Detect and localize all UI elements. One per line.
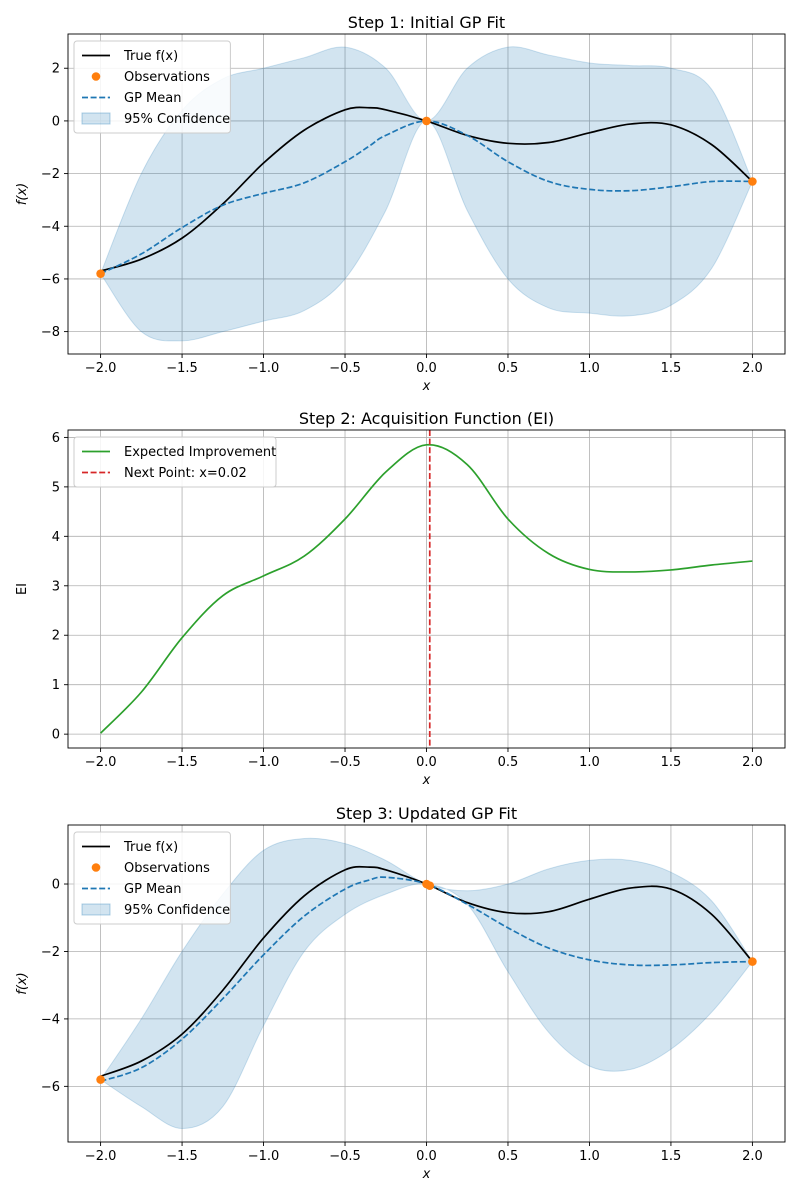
x-tick-label: −1.5 (166, 1149, 198, 1164)
legend-swatch (81, 903, 111, 916)
series-line-1 (100, 106, 753, 272)
plot-area (100, 46, 753, 342)
legend-label: GP Mean (124, 91, 181, 106)
plot-area (99, 430, 753, 748)
x-tick-label: 1.0 (579, 361, 600, 376)
legend-label: Expected Improvement (124, 445, 276, 460)
series-line-1 (99, 443, 753, 734)
chart-panel-1: −2.0 −1.5 −1.0 −0.5 0.0 0.5 1.0 1.5 2.0 −8 −6 −4 −2 0… (15, 13, 786, 394)
legend-label: GP Mean (124, 882, 181, 897)
x-tick-label: −1.5 (166, 361, 198, 376)
x-tick-label: 1.5 (661, 1149, 682, 1164)
x-tick-label: 0.5 (498, 755, 519, 770)
legend-frame (73, 40, 231, 134)
observation-point (96, 1075, 105, 1084)
x-tick-label: 0.0 (416, 1149, 437, 1164)
y-tick-label: −8 (41, 325, 60, 340)
y-tick-label: 2 (52, 62, 60, 77)
y-axis-label: f(x) (15, 183, 30, 205)
x-tick-label: −0.5 (329, 361, 361, 376)
series-line-1 (100, 865, 754, 1078)
legend-label: Next Point: x=0.02 (124, 466, 247, 481)
panels: −2.0 −1.5 −1.0 −0.5 0.0 0.5 1.0 1.5 2.0 −8 −6 −4 −2 0… (15, 13, 786, 1182)
y-tick-label: −4 (41, 1012, 60, 1027)
legend-swatch (91, 863, 101, 872)
observation-point (96, 269, 105, 278)
x-axis-label: x (422, 773, 431, 788)
y-tick-label: 6 (52, 431, 60, 446)
x-tick-label: 0.0 (416, 755, 437, 770)
chart-title: Step 2: Acquisition Function (EI) (299, 409, 554, 428)
observation-point (748, 957, 757, 966)
y-tick-label: −4 (41, 220, 60, 235)
x-tick-label: 1.5 (661, 755, 682, 770)
x-tick-label: 2.0 (742, 361, 763, 376)
grid (68, 825, 785, 1142)
x-tick-label: 2.0 (742, 1149, 763, 1164)
x-tick-label: −2.0 (85, 755, 117, 770)
observation-point (748, 177, 757, 186)
x-tick-label: 1.5 (661, 361, 682, 376)
y-tick-label: −2 (41, 167, 60, 182)
legend: True f(x) Observations GP Mean 95% Confiden… (73, 40, 231, 134)
legend: Expected Improvement Next Point: x=0.02 (73, 436, 277, 488)
x-tick-label: 1.0 (579, 755, 600, 770)
x-axis-label: x (422, 1167, 431, 1182)
legend-swatch (91, 72, 101, 81)
x-axis-label: x (422, 379, 431, 394)
x-tick-label: 0.0 (416, 361, 437, 376)
y-tick-label: 0 (52, 878, 60, 893)
series-line-2 (100, 876, 753, 1083)
legend-label: 95% Confidence (124, 112, 230, 127)
legend-label: Observations (124, 861, 210, 876)
observation-point (422, 116, 431, 126)
x-tick-label: −1.0 (248, 361, 280, 376)
legend-frame (73, 436, 277, 488)
legend-frame (73, 831, 231, 925)
y-tick-label: −6 (41, 1080, 60, 1095)
y-tick-label: 0 (52, 728, 60, 743)
legend-swatch (81, 112, 111, 125)
series-line-2 (100, 120, 753, 275)
chart-title: Step 3: Updated GP Fit (336, 804, 517, 823)
legend-label: Observations (124, 70, 210, 85)
x-tick-label: −2.0 (85, 1149, 117, 1164)
chart-title: Step 1: Initial GP Fit (348, 13, 505, 32)
chart-panel-3: −2.0 −1.5 −1.0 −0.5 0.0 0.5 1.0 1.5 2.0 −6 −4 −2 0 St… (15, 804, 786, 1182)
y-tick-label: 2 (52, 629, 60, 644)
observation-point (425, 881, 435, 891)
y-tick-label: 4 (52, 530, 60, 545)
x-tick-label: −0.5 (329, 755, 361, 770)
legend-label: True f(x) (123, 49, 178, 64)
legend: True f(x) Observations GP Mean 95% Confiden… (73, 831, 231, 925)
x-tick-label: 1.0 (579, 1149, 600, 1164)
y-tick-label: −2 (41, 945, 60, 960)
x-tick-label: −2.0 (85, 361, 117, 376)
y-tick-label: 0 (52, 114, 60, 129)
x-tick-label: −0.5 (329, 1149, 361, 1164)
legend-label: 95% Confidence (124, 903, 230, 918)
legend-label: True f(x) (123, 840, 178, 855)
x-tick-label: −1.5 (166, 755, 198, 770)
x-tick-label: 0.5 (498, 1149, 519, 1164)
x-tick-label: −1.0 (248, 1149, 280, 1164)
x-tick-label: 2.0 (742, 755, 763, 770)
y-axis-label: EI (15, 583, 30, 595)
x-tick-label: 0.5 (498, 361, 519, 376)
x-tick-label: −1.0 (248, 755, 280, 770)
chart-panel-2: −2.0 −1.5 −1.0 −0.5 0.0 0.5 1.0 1.5 2.0 0 1 2 3 4 5 6 St… (15, 409, 786, 788)
y-axis-label: f(x) (15, 972, 30, 994)
y-tick-label: 1 (52, 678, 60, 693)
y-tick-label: 5 (52, 480, 60, 495)
y-tick-label: −6 (41, 272, 60, 287)
y-tick-label: 3 (52, 579, 60, 594)
